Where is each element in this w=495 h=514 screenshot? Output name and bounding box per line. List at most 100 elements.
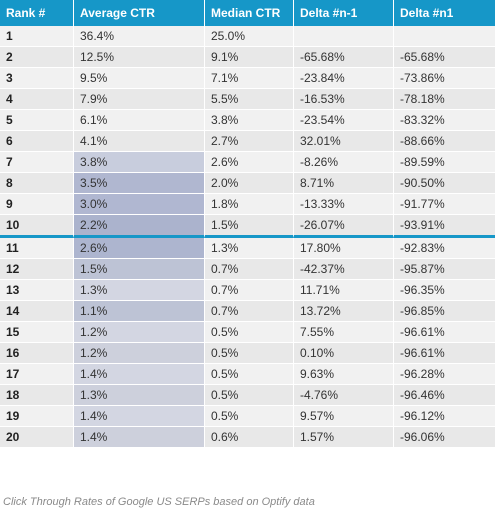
delta-first-cell: -89.59% <box>394 152 495 173</box>
rank-cell: 10 <box>0 215 74 238</box>
average-ctr-cell: 12.5% <box>74 47 205 68</box>
delta-first-cell: -96.12% <box>394 406 495 427</box>
table-body: 1 36.4% 25.0% 2 12.5% 9.1% -65.68% -65.68% 3 9.5%… <box>0 26 495 448</box>
table-row: 11 2.6% 1.3% 17.80% -92.83% <box>0 238 495 259</box>
delta-prev-cell: -13.33% <box>294 194 394 215</box>
average-ctr-cell: 36.4% <box>74 26 205 47</box>
table-row: 4 7.9% 5.5% -16.53% -78.18% <box>0 89 495 110</box>
delta-first-cell: -65.68% <box>394 47 495 68</box>
average-ctr-cell: 1.2% <box>74 322 205 343</box>
delta-first-cell: -95.87% <box>394 259 495 280</box>
median-ctr-cell: 0.5% <box>205 364 294 385</box>
ctr-table: Rank # Average CTR Median CTR Delta #n-1… <box>0 0 495 448</box>
header-rank: Rank # <box>0 0 74 26</box>
rank-cell: 15 <box>0 322 74 343</box>
average-ctr-cell: 3.0% <box>74 194 205 215</box>
delta-prev-cell: 11.71% <box>294 280 394 301</box>
average-ctr-cell: 3.5% <box>74 173 205 194</box>
average-ctr-cell: 1.5% <box>74 259 205 280</box>
median-ctr-cell: 3.8% <box>205 110 294 131</box>
table-row: 8 3.5% 2.0% 8.71% -90.50% <box>0 173 495 194</box>
median-ctr-cell: 0.5% <box>205 322 294 343</box>
delta-prev-cell: 32.01% <box>294 131 394 152</box>
rank-cell: 9 <box>0 194 74 215</box>
delta-prev-cell: 1.57% <box>294 427 394 448</box>
average-ctr-cell: 2.6% <box>74 238 205 259</box>
delta-first-cell: -96.46% <box>394 385 495 406</box>
median-ctr-cell: 9.1% <box>205 47 294 68</box>
median-ctr-cell: 25.0% <box>205 26 294 47</box>
table-row: 13 1.3% 0.7% 11.71% -96.35% <box>0 280 495 301</box>
delta-prev-cell <box>294 26 394 47</box>
median-ctr-cell: 7.1% <box>205 68 294 89</box>
rank-cell: 3 <box>0 68 74 89</box>
delta-first-cell: -96.61% <box>394 322 495 343</box>
median-ctr-cell: 1.8% <box>205 194 294 215</box>
table-row: 10 2.2% 1.5% -26.07% -93.91% <box>0 215 495 238</box>
table-row: 3 9.5% 7.1% -23.84% -73.86% <box>0 68 495 89</box>
table-row: 6 4.1% 2.7% 32.01% -88.66% <box>0 131 495 152</box>
delta-prev-cell: -4.76% <box>294 385 394 406</box>
delta-first-cell: -90.50% <box>394 173 495 194</box>
median-ctr-cell: 0.5% <box>205 385 294 406</box>
rank-cell: 2 <box>0 47 74 68</box>
table-row: 12 1.5% 0.7% -42.37% -95.87% <box>0 259 495 280</box>
median-ctr-cell: 2.7% <box>205 131 294 152</box>
median-ctr-cell: 1.3% <box>205 238 294 259</box>
table-row: 16 1.2% 0.5% 0.10% -96.61% <box>0 343 495 364</box>
table-header: Rank # Average CTR Median CTR Delta #n-1… <box>0 0 495 26</box>
table-row: 1 36.4% 25.0% <box>0 26 495 47</box>
delta-prev-cell: 0.10% <box>294 343 394 364</box>
median-ctr-cell: 0.6% <box>205 427 294 448</box>
delta-first-cell: -88.66% <box>394 131 495 152</box>
header-delta-first: Delta #n1 <box>394 0 495 26</box>
average-ctr-cell: 1.3% <box>74 280 205 301</box>
rank-cell: 1 <box>0 26 74 47</box>
delta-prev-cell: -26.07% <box>294 215 394 238</box>
delta-first-cell <box>394 26 495 47</box>
delta-prev-cell: 7.55% <box>294 322 394 343</box>
median-ctr-cell: 0.5% <box>205 343 294 364</box>
delta-prev-cell: -42.37% <box>294 259 394 280</box>
delta-prev-cell: -8.26% <box>294 152 394 173</box>
rank-cell: 19 <box>0 406 74 427</box>
rank-cell: 12 <box>0 259 74 280</box>
rank-cell: 13 <box>0 280 74 301</box>
median-ctr-cell: 0.7% <box>205 301 294 322</box>
table-row: 19 1.4% 0.5% 9.57% -96.12% <box>0 406 495 427</box>
table-row: 17 1.4% 0.5% 9.63% -96.28% <box>0 364 495 385</box>
median-ctr-cell: 0.7% <box>205 259 294 280</box>
rank-cell: 7 <box>0 152 74 173</box>
delta-first-cell: -92.83% <box>394 238 495 259</box>
delta-first-cell: -93.91% <box>394 215 495 238</box>
rank-cell: 5 <box>0 110 74 131</box>
table-row: 9 3.0% 1.8% -13.33% -91.77% <box>0 194 495 215</box>
table-row: 18 1.3% 0.5% -4.76% -96.46% <box>0 385 495 406</box>
table-caption: Click Through Rates of Google US SERPs b… <box>3 496 315 508</box>
median-ctr-cell: 5.5% <box>205 89 294 110</box>
table-row: 14 1.1% 0.7% 13.72% -96.85% <box>0 301 495 322</box>
delta-first-cell: -78.18% <box>394 89 495 110</box>
delta-prev-cell: -65.68% <box>294 47 394 68</box>
average-ctr-cell: 1.4% <box>74 406 205 427</box>
rank-cell: 4 <box>0 89 74 110</box>
rank-cell: 16 <box>0 343 74 364</box>
average-ctr-cell: 2.2% <box>74 215 205 238</box>
delta-first-cell: -96.85% <box>394 301 495 322</box>
header-row: Rank # Average CTR Median CTR Delta #n-1… <box>0 0 495 26</box>
average-ctr-cell: 9.5% <box>74 68 205 89</box>
table-row: 7 3.8% 2.6% -8.26% -89.59% <box>0 152 495 173</box>
delta-prev-cell: 9.63% <box>294 364 394 385</box>
delta-prev-cell: -23.84% <box>294 68 394 89</box>
delta-first-cell: -96.06% <box>394 427 495 448</box>
average-ctr-cell: 1.2% <box>74 343 205 364</box>
rank-cell: 11 <box>0 238 74 259</box>
delta-first-cell: -73.86% <box>394 68 495 89</box>
average-ctr-cell: 6.1% <box>74 110 205 131</box>
rank-cell: 14 <box>0 301 74 322</box>
rank-cell: 17 <box>0 364 74 385</box>
delta-prev-cell: 13.72% <box>294 301 394 322</box>
average-ctr-cell: 1.1% <box>74 301 205 322</box>
rank-cell: 18 <box>0 385 74 406</box>
